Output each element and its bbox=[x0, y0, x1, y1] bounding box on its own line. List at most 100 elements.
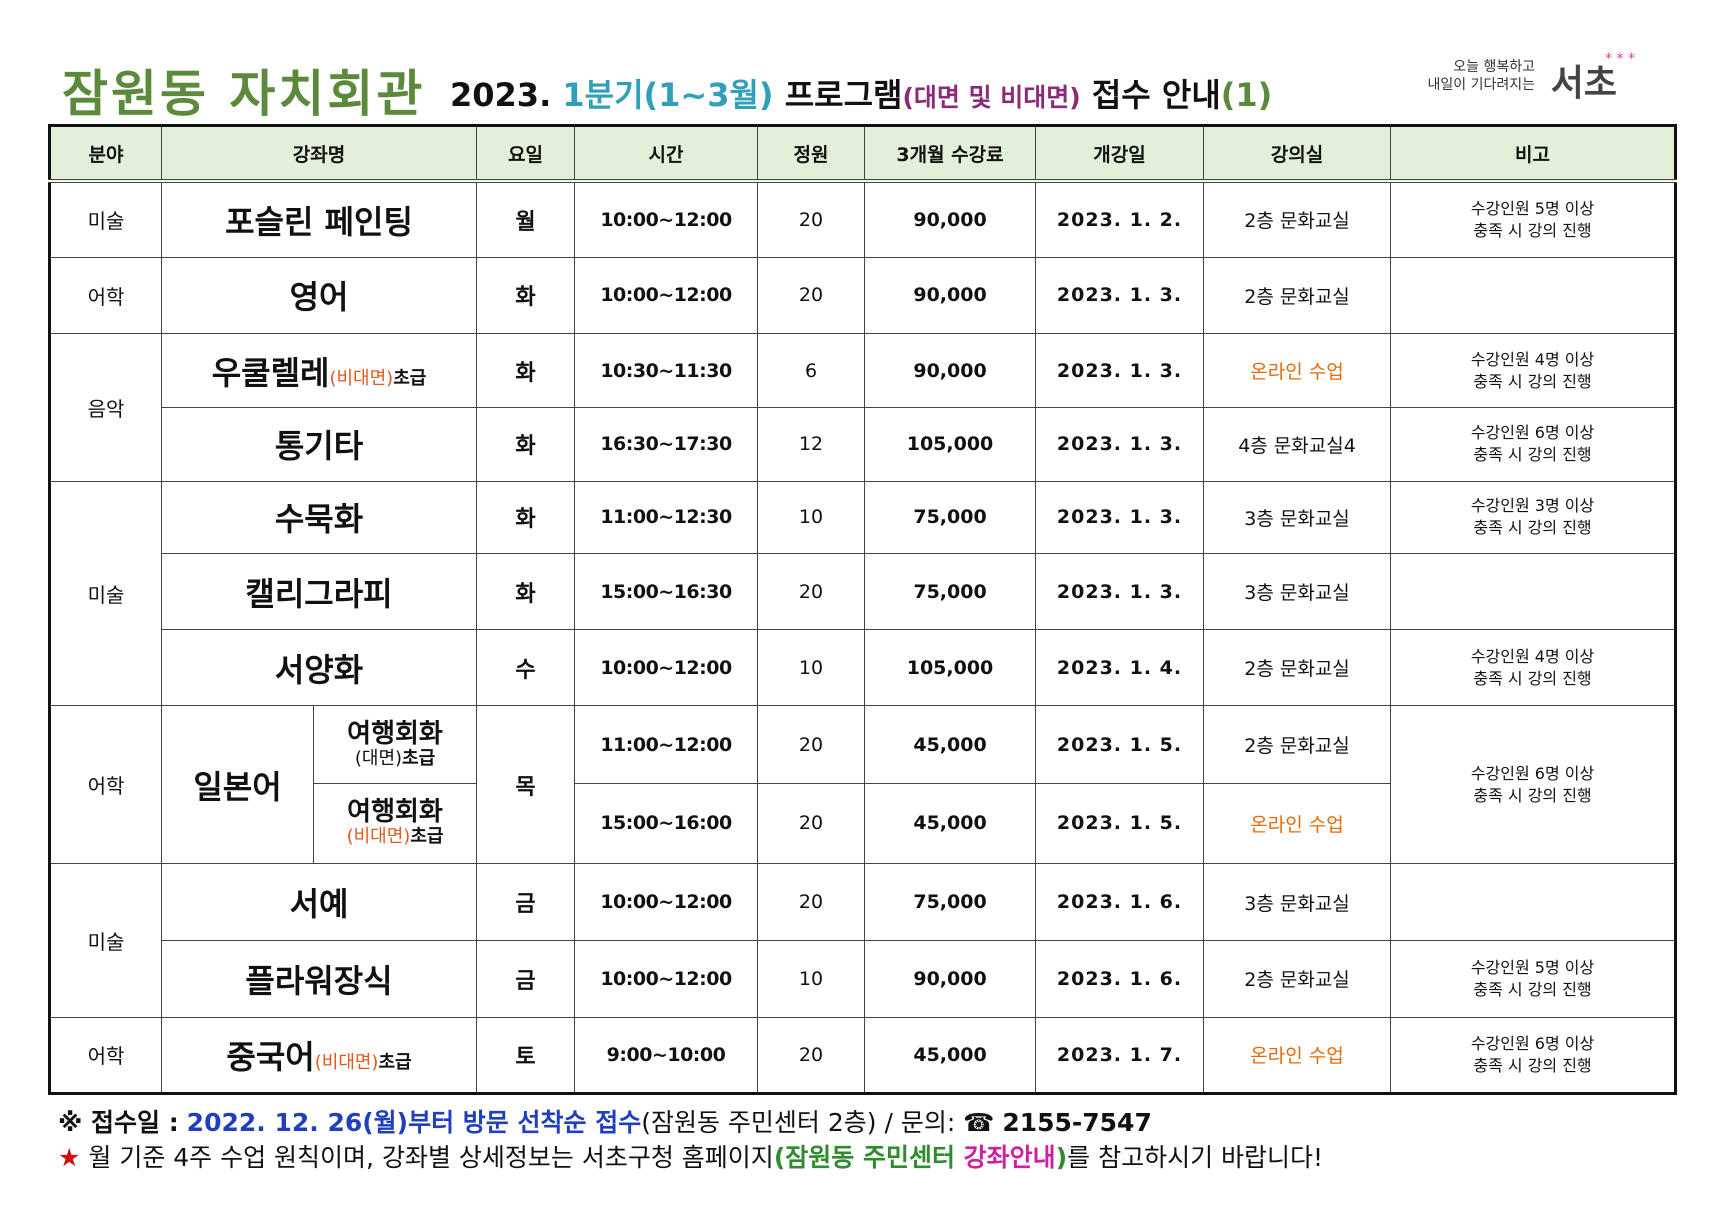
cell-day: 토 bbox=[476, 1016, 576, 1095]
cell-course: 캘리그라피 bbox=[160, 552, 478, 631]
cell-fee: 90,000 bbox=[864, 180, 1037, 258]
course-mode: (비대면) bbox=[314, 1051, 379, 1073]
cell-note: 수강인원 6명 이상 충족 시 강의 진행 bbox=[1390, 705, 1677, 865]
table-row: 캘리그라피 화 15:00~16:30 20 75,000 2023. 1. 3… bbox=[50, 552, 1677, 631]
logo-tagline-2: 내일이 기다려지는 bbox=[1427, 77, 1536, 93]
cell-note: 수강인원 6명 이상 충족 시 강의 진행 bbox=[1390, 407, 1677, 482]
table-row: 서양화 수 10:00~12:00 10 105,000 2023. 1. 4.… bbox=[50, 629, 1677, 707]
table-row: 어학 영어 화 10:00~12:00 20 90,000 2023. 1. 3… bbox=[49, 256, 1677, 335]
cell-fee: 90,000 bbox=[864, 940, 1037, 1018]
cell-fee: 90,000 bbox=[864, 256, 1037, 335]
cell-course: 서양화 bbox=[160, 629, 478, 707]
cell-capacity: 10 bbox=[757, 629, 866, 707]
page-subtitle: 2023. 1분기(1~3월) 프로그램(대면 및 비대면) 접수 안내(1) bbox=[450, 70, 1272, 116]
note-line-2: 충족 시 강의 진행 bbox=[1473, 785, 1592, 805]
cell-room: 2층 문화교실 bbox=[1203, 256, 1392, 335]
footer-info-text: 월 기준 4주 수업 원칙이며, 강좌별 상세정보는 서초구청 홈페이지 bbox=[80, 1143, 774, 1172]
cell-sub-course: 여행회화 (대면)초급 bbox=[312, 705, 478, 784]
table-row: 플라워장식 금 10:00~12:00 10 90,000 2023. 1. 6… bbox=[50, 940, 1677, 1018]
cell-room: 2층 문화교실 bbox=[1203, 940, 1392, 1018]
cell-note: 수강인원 4명 이상 충족 시 강의 진행 bbox=[1390, 629, 1677, 707]
cell-fee: 45,000 bbox=[864, 705, 1037, 784]
cell-start-date: 2023. 1. 3. bbox=[1035, 256, 1205, 335]
title-program: 프로그램 bbox=[784, 76, 903, 114]
sub-mode-label: (대면) bbox=[354, 747, 403, 769]
cell-fee: 75,000 bbox=[864, 863, 1037, 942]
course-name: 중국어 bbox=[226, 1037, 315, 1076]
cell-note: 수강인원 3명 이상 충족 시 강의 진행 bbox=[1390, 480, 1677, 554]
note-line-1: 수강인원 6명 이상 bbox=[1470, 1033, 1595, 1053]
course-level: 초급 bbox=[378, 1051, 412, 1073]
note-line-1: 수강인원 4명 이상 bbox=[1470, 349, 1595, 369]
cell-category: 미술 bbox=[49, 863, 162, 1018]
cell-time: 11:00~12:30 bbox=[574, 480, 759, 554]
footer-registration-date: 2022. 12. 26(월)부터 방문 선착순 접수 bbox=[186, 1108, 642, 1137]
course-name: 우쿨렐레 bbox=[211, 353, 330, 392]
footer-paren-open: ( bbox=[773, 1143, 786, 1172]
cell-course: 영어 bbox=[160, 256, 478, 335]
sub-mode-label: (비대면) bbox=[346, 826, 411, 848]
footer-registration-label: ※ 접수일 : bbox=[58, 1108, 179, 1137]
sub-level: 초급 bbox=[402, 747, 436, 769]
cell-day: 월 bbox=[476, 180, 576, 258]
cell-note bbox=[1390, 863, 1677, 942]
cell-day: 화 bbox=[476, 407, 576, 482]
table-row: 통기타 화 16:30~17:30 12 105,000 2023. 1. 3.… bbox=[50, 407, 1677, 482]
cell-note: 수강인원 5명 이상 충족 시 강의 진행 bbox=[1390, 180, 1677, 258]
cell-day: 화 bbox=[476, 552, 576, 631]
cell-day: 화 bbox=[476, 480, 576, 554]
header-day: 요일 bbox=[476, 125, 576, 183]
cell-start-date: 2023. 1. 3. bbox=[1035, 480, 1205, 554]
table-row: 미술 서예 금 10:00~12:00 20 75,000 2023. 1. 6… bbox=[49, 863, 1677, 1018]
footer-registration-line: ※ 접수일 : 2022. 12. 26(월)부터 방문 선착순 접수(잠원동 … bbox=[58, 1103, 1152, 1139]
cell-note bbox=[1390, 256, 1677, 335]
sub-course-mode: (대면)초급 bbox=[314, 748, 476, 770]
sub-level: 초급 bbox=[410, 826, 444, 848]
header-note: 비고 bbox=[1390, 125, 1677, 183]
cell-fee: 105,000 bbox=[864, 629, 1037, 707]
cell-capacity: 20 bbox=[757, 256, 866, 335]
cell-room: 3층 문화교실 bbox=[1203, 863, 1392, 942]
logo-star-1: * * * bbox=[1605, 51, 1635, 67]
cell-course: 플라워장식 bbox=[160, 940, 478, 1018]
logo-name: 서초 bbox=[1550, 63, 1617, 104]
cell-time: 15:00~16:30 bbox=[574, 552, 759, 631]
note-line-1: 수강인원 5명 이상 bbox=[1470, 198, 1595, 218]
note-line-2: 충족 시 강의 진행 bbox=[1473, 668, 1592, 688]
title-year: 2023. bbox=[450, 76, 552, 114]
header-room: 강의실 bbox=[1203, 125, 1392, 183]
note-line-1: 수강인원 5명 이상 bbox=[1470, 957, 1595, 977]
logo-tagline-1: 오늘 행복하고 bbox=[1453, 59, 1535, 75]
header-course: 강좌명 bbox=[160, 125, 478, 183]
footer-info-line: ★ 월 기준 4주 수업 원칙이며, 강좌별 상세정보는 서초구청 홈페이지(잠… bbox=[58, 1138, 1323, 1174]
cell-room: 온라인 수업 bbox=[1203, 333, 1392, 409]
note-line-2: 충족 시 강의 진행 bbox=[1473, 979, 1592, 999]
header-category: 분야 bbox=[49, 125, 162, 183]
cell-category: 미술 bbox=[49, 480, 162, 707]
cell-start-date: 2023. 1. 2. bbox=[1035, 180, 1205, 258]
cell-capacity: 12 bbox=[757, 407, 866, 482]
note-line-2: 충족 시 강의 진행 bbox=[1473, 518, 1592, 538]
page-header: 잠원동 자치회관 2023. 1분기(1~3월) 프로그램(대면 및 비대면) … bbox=[60, 48, 1670, 128]
footer-paren-close: ) bbox=[1055, 1143, 1068, 1172]
cell-start-date: 2023. 1. 3. bbox=[1035, 333, 1205, 409]
cell-course: 우쿨렐레(비대면)초급 bbox=[160, 333, 478, 409]
cell-fee: 105,000 bbox=[864, 407, 1037, 482]
cell-day: 금 bbox=[476, 940, 576, 1018]
cell-start-date: 2023. 1. 6. bbox=[1035, 863, 1205, 942]
table-row: 미술 포슬린 페인팅 월 10:00~12:00 20 90,000 2023.… bbox=[49, 180, 1677, 258]
cell-day: 수 bbox=[476, 629, 576, 707]
cell-start-date: 2023. 1. 3. bbox=[1035, 552, 1205, 631]
cell-time: 15:00~16:00 bbox=[574, 782, 759, 865]
header-fee: 3개월 수강료 bbox=[864, 125, 1037, 183]
sub-course-name: 여행회화 bbox=[347, 797, 443, 828]
cell-capacity: 10 bbox=[757, 480, 866, 554]
cell-day: 화 bbox=[476, 333, 576, 409]
cell-day: 금 bbox=[476, 863, 576, 942]
title-notice: 접수 안내 bbox=[1091, 76, 1221, 114]
cell-room: 4층 문화교실4 bbox=[1203, 407, 1392, 482]
header-time: 시간 bbox=[574, 125, 759, 183]
table-row: 어학 중국어(비대면)초급 토 9:00~10:00 20 45,000 202… bbox=[49, 1016, 1677, 1095]
course-level: 초급 bbox=[393, 367, 427, 389]
cell-start-date: 2023. 1. 4. bbox=[1035, 629, 1205, 707]
